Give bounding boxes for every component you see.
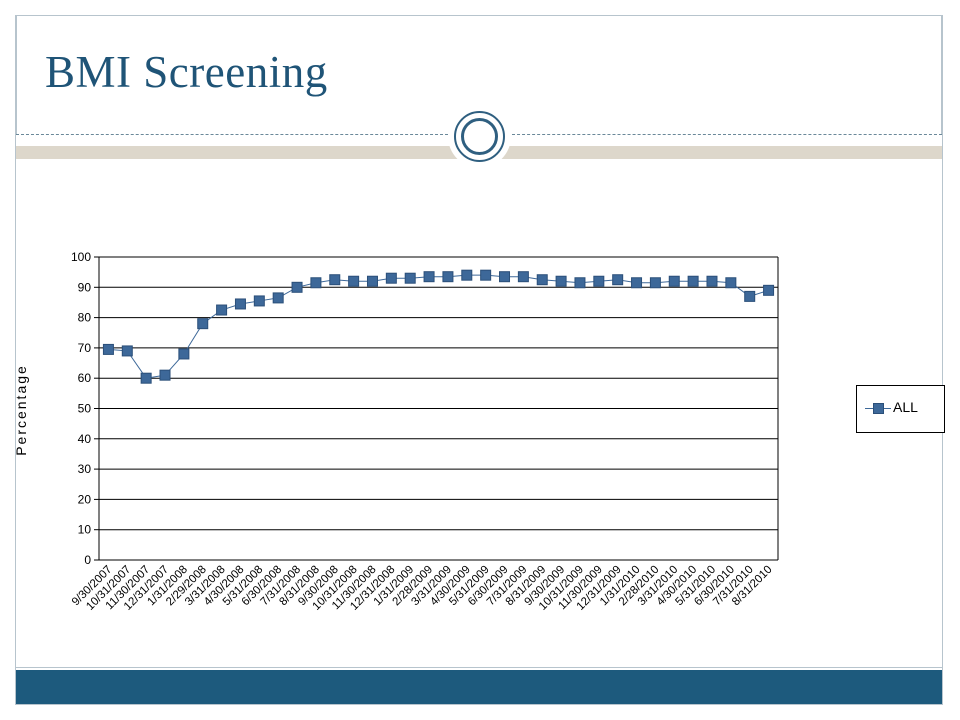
data-point-marker <box>668 275 680 287</box>
data-point-marker <box>121 345 133 357</box>
data-point-marker <box>216 304 228 316</box>
data-point-marker <box>385 272 397 284</box>
data-point-marker <box>763 284 775 296</box>
y-tick-label: 100 <box>71 250 91 264</box>
footer-rule <box>16 667 942 668</box>
chart-grid <box>94 256 779 561</box>
y-tick-label: 90 <box>78 280 92 294</box>
y-tick-label: 70 <box>78 341 92 355</box>
data-point-marker <box>593 275 605 287</box>
data-point-marker <box>159 369 171 381</box>
y-tick-label: 50 <box>78 402 92 416</box>
legend-label: ALL <box>893 399 918 415</box>
data-point-marker <box>253 295 265 307</box>
data-point-marker <box>272 292 284 304</box>
title-divider-left <box>16 134 448 135</box>
data-point-marker <box>649 277 661 289</box>
data-point-marker <box>725 277 737 289</box>
legend: ALL <box>856 385 945 433</box>
y-tick-label: 20 <box>78 492 92 506</box>
data-point-marker <box>102 343 114 355</box>
data-point-marker <box>744 290 756 302</box>
ring-ornament-inner <box>461 118 498 155</box>
data-point-marker <box>178 348 190 360</box>
data-point-marker <box>461 269 473 281</box>
footer-band <box>16 670 942 704</box>
series-all <box>102 269 775 384</box>
y-tick-label: 60 <box>78 371 92 385</box>
title-divider-right <box>512 134 942 135</box>
x-tick-labels: 9/30/200710/31/200711/30/200712/31/20071… <box>70 564 775 613</box>
y-tick-label: 0 <box>84 553 91 567</box>
y-tick-label: 30 <box>78 462 92 476</box>
data-point-marker <box>329 274 341 286</box>
data-point-marker <box>536 274 548 286</box>
data-point-marker <box>197 318 209 330</box>
data-point-marker <box>517 271 529 283</box>
y-tick-labels: 0 10 20 30 40 50 60 70 80 90 100 <box>71 250 91 567</box>
data-point-marker <box>480 269 492 281</box>
data-point-marker <box>612 274 624 286</box>
data-point-marker <box>706 275 718 287</box>
slide-title: BMI Screening <box>45 47 328 97</box>
data-point-marker <box>499 271 511 283</box>
data-point-marker <box>291 281 303 293</box>
data-point-marker <box>366 275 378 287</box>
y-tick-label: 10 <box>78 523 92 537</box>
y-axis-label: Percentage <box>13 364 29 456</box>
legend-marker-square-icon <box>873 403 884 414</box>
data-point-marker <box>687 275 699 287</box>
data-point-marker <box>310 277 322 289</box>
data-point-marker <box>574 277 586 289</box>
ring-ornament-outer <box>454 111 505 162</box>
data-point-marker <box>234 298 246 310</box>
y-tick-label: 40 <box>78 432 92 446</box>
data-point-marker <box>555 275 567 287</box>
data-point-marker <box>423 271 435 283</box>
data-point-marker <box>140 372 152 384</box>
data-point-marker <box>442 271 454 283</box>
y-tick-label: 80 <box>78 311 92 325</box>
data-point-marker <box>631 277 643 289</box>
data-point-marker <box>404 272 416 284</box>
data-point-marker <box>348 275 360 287</box>
title-area <box>16 16 942 134</box>
slide-frame <box>15 15 943 705</box>
